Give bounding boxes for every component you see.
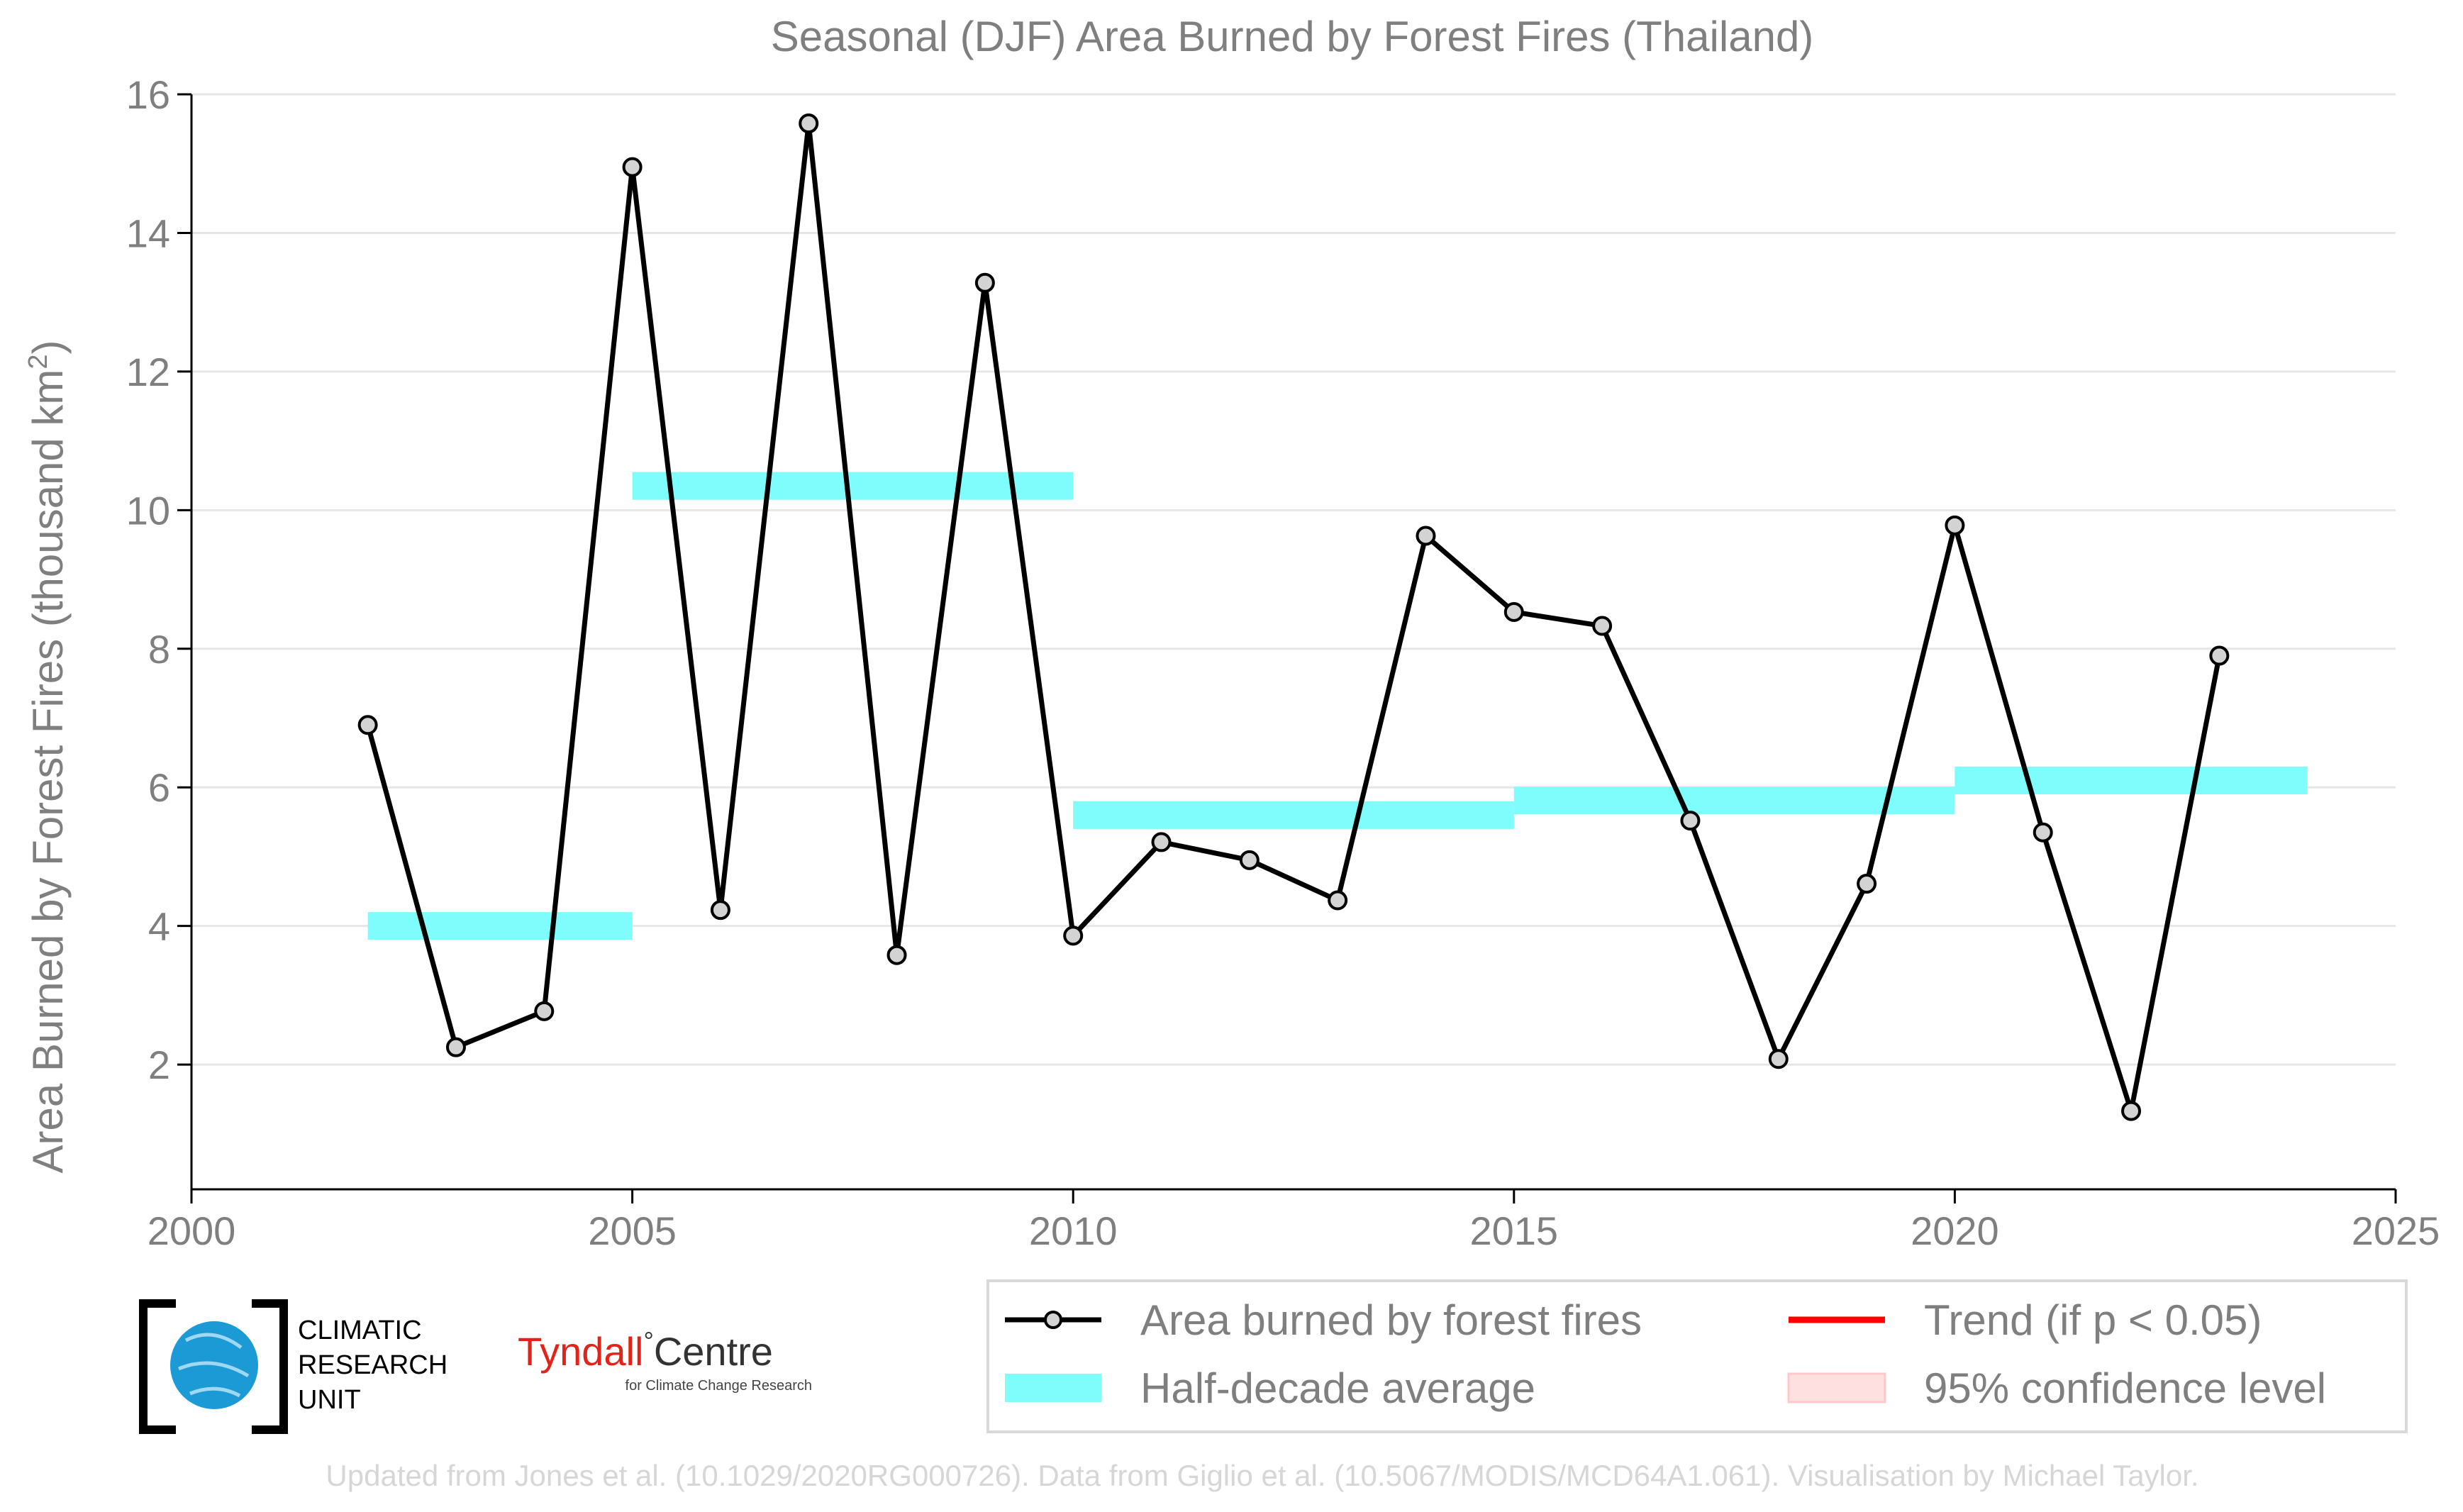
- series-line-0: [365, 121, 2222, 1114]
- y-axis-ticks: 2 4 6 8 10 12 14 16: [126, 72, 191, 1087]
- y-tick-label-10: 10: [126, 488, 170, 533]
- tyndall-degree: °: [643, 1326, 653, 1355]
- cru-text-line3: UNIT: [298, 1385, 361, 1415]
- y-tick-label-4: 4: [148, 904, 170, 949]
- data-point-2006: [710, 900, 730, 921]
- data-point-2011: [1151, 832, 1172, 852]
- data-point-2007: [799, 113, 819, 134]
- cru-text-line1: CLIMATIC: [298, 1316, 422, 1345]
- data-point-2017: [1680, 811, 1701, 831]
- x-tick-label-2025: 2025: [2352, 1208, 2440, 1253]
- data-point-2010: [1063, 925, 1084, 946]
- half-decade-band-2: [1073, 801, 1514, 829]
- x-tick-label-2010: 2010: [1029, 1208, 1118, 1253]
- data-point-2018: [1768, 1049, 1789, 1069]
- tyndall-centre: Centre: [654, 1329, 773, 1374]
- data-point-2021: [2033, 822, 2053, 843]
- y-tick-label-16: 16: [126, 72, 170, 117]
- legend-entry-half-decade: Half-decade average: [1005, 1364, 1535, 1412]
- tyndall-logo: Tyndall°Centre for Climate Change Resear…: [518, 1326, 812, 1394]
- cru-bracket-left: [139, 1299, 176, 1434]
- cru-text-line2: RESEARCH: [298, 1350, 447, 1380]
- data-point-2015: [1503, 601, 1524, 622]
- y-tick-label-14: 14: [126, 211, 170, 255]
- y-tick-label-2: 2: [148, 1043, 170, 1087]
- tyndall-subtitle: for Climate Change Research: [626, 1378, 812, 1394]
- credit-line: Updated from Jones et al. (10.1029/2020R…: [326, 1459, 2198, 1492]
- y-axis-label: Area Burned by Forest Fires (thousand km…: [23, 340, 72, 1174]
- svg-text:Trend (if p < 0.05): Trend (if p < 0.05): [1924, 1296, 2262, 1344]
- y-tick-label-12: 12: [126, 350, 170, 394]
- svg-text:Half-decade average: Half-decade average: [1140, 1364, 1535, 1412]
- svg-text:Tyndall°Centre: Tyndall°Centre: [518, 1326, 773, 1374]
- svg-text:Area Burned by Forest Fires (t: Area Burned by Forest Fires (thousand km…: [23, 340, 72, 1174]
- half-decade-band-1: [632, 472, 1074, 500]
- x-axis-ticks: 2000 2005 2010 2015 2020 2025: [148, 1189, 2440, 1253]
- svg-text:Area burned by forest fires: Area burned by forest fires: [1140, 1296, 1642, 1344]
- data-point-2016: [1592, 616, 1613, 636]
- y-tick-label-8: 8: [148, 627, 170, 672]
- cru-bracket-right: [252, 1299, 288, 1434]
- data-point-2019: [1857, 874, 1877, 894]
- chart-title: Seasonal (DJF) Area Burned by Forest Fir…: [771, 13, 1814, 60]
- x-tick-label-2005: 2005: [588, 1208, 677, 1253]
- data-point-2002: [357, 715, 378, 735]
- data-point-2004: [534, 1001, 555, 1021]
- half-decade-band-0: [367, 912, 633, 940]
- data-point-2005: [622, 157, 643, 177]
- data-point-2020: [1945, 515, 1965, 535]
- x-tick-label-2000: 2000: [148, 1208, 236, 1253]
- y-tick-label-6: 6: [148, 765, 170, 810]
- data-point-2008: [886, 945, 907, 965]
- half-decade-band-3: [1513, 786, 1955, 815]
- legend-entry-trend: Trend (if p < 0.05): [1789, 1296, 2262, 1344]
- legend: Area burned by forest fires Trend (if p …: [986, 1279, 2408, 1433]
- legend-marker-circle: [1044, 1311, 1062, 1329]
- x-tick-label-2015: 2015: [1470, 1208, 1559, 1253]
- data-point-2009: [974, 272, 995, 293]
- svg-text:95% confidence level: 95% confidence level: [1924, 1364, 2326, 1412]
- series-area-burned: [357, 113, 2230, 1121]
- cru-logo: CLIMATIC RESEARCH UNIT: [139, 1299, 447, 1434]
- legend-entry-area-burned: Area burned by forest fires: [1005, 1296, 1642, 1344]
- legend-entry-confidence: 95% confidence level: [1787, 1364, 2326, 1412]
- data-point-2014: [1416, 526, 1436, 546]
- data-point-2023: [2209, 645, 2230, 666]
- data-point-2003: [445, 1037, 466, 1057]
- data-point-2012: [1239, 850, 1260, 870]
- half-decade-average-bands: [367, 472, 2308, 940]
- half-decade-band-4: [1955, 766, 2308, 794]
- legend-box: [986, 1279, 2408, 1433]
- tyndall-wordmark: Tyndall: [518, 1329, 643, 1374]
- x-tick-label-2020: 2020: [1911, 1208, 1999, 1253]
- axes: [190, 94, 2396, 1191]
- data-point-2013: [1328, 890, 1348, 911]
- data-point-2022: [2121, 1101, 2142, 1121]
